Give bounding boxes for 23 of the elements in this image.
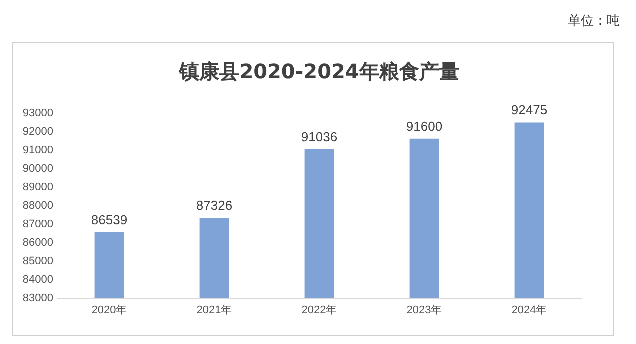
y-tick-label: 84000 — [22, 274, 54, 286]
x-tick-label: 2020年 — [92, 304, 128, 316]
x-tick-label: 2024年 — [512, 304, 548, 316]
y-tick-label: 87000 — [22, 218, 54, 230]
data-label: 86539 — [91, 212, 128, 228]
y-tick-label: 88000 — [22, 200, 54, 212]
chart-title: 镇康县2020-2024年粮食产量 — [178, 60, 460, 84]
y-tick-label: 89000 — [22, 182, 54, 194]
y-tick-label: 91000 — [22, 144, 54, 156]
text: 单位：吨 — [567, 13, 620, 30]
data-label: 87326 — [196, 198, 233, 213]
y-tick-label: 86000 — [22, 237, 54, 249]
y-tick-label: 90000 — [22, 163, 54, 175]
y-tick-label: 83000 — [22, 292, 54, 304]
data-label: 91036 — [301, 129, 338, 144]
x-tick-label: 2021年 — [196, 304, 232, 316]
x-tick-label: 2022年 — [302, 304, 338, 316]
y-tick-label: 92000 — [22, 126, 54, 138]
x-tick-label: 2023年 — [406, 304, 442, 316]
data-label: 91600 — [406, 118, 443, 134]
y-tick-label: 93000 — [22, 108, 54, 120]
y-tick-label: 85000 — [22, 256, 54, 268]
data-label: 92475 — [511, 102, 548, 118]
